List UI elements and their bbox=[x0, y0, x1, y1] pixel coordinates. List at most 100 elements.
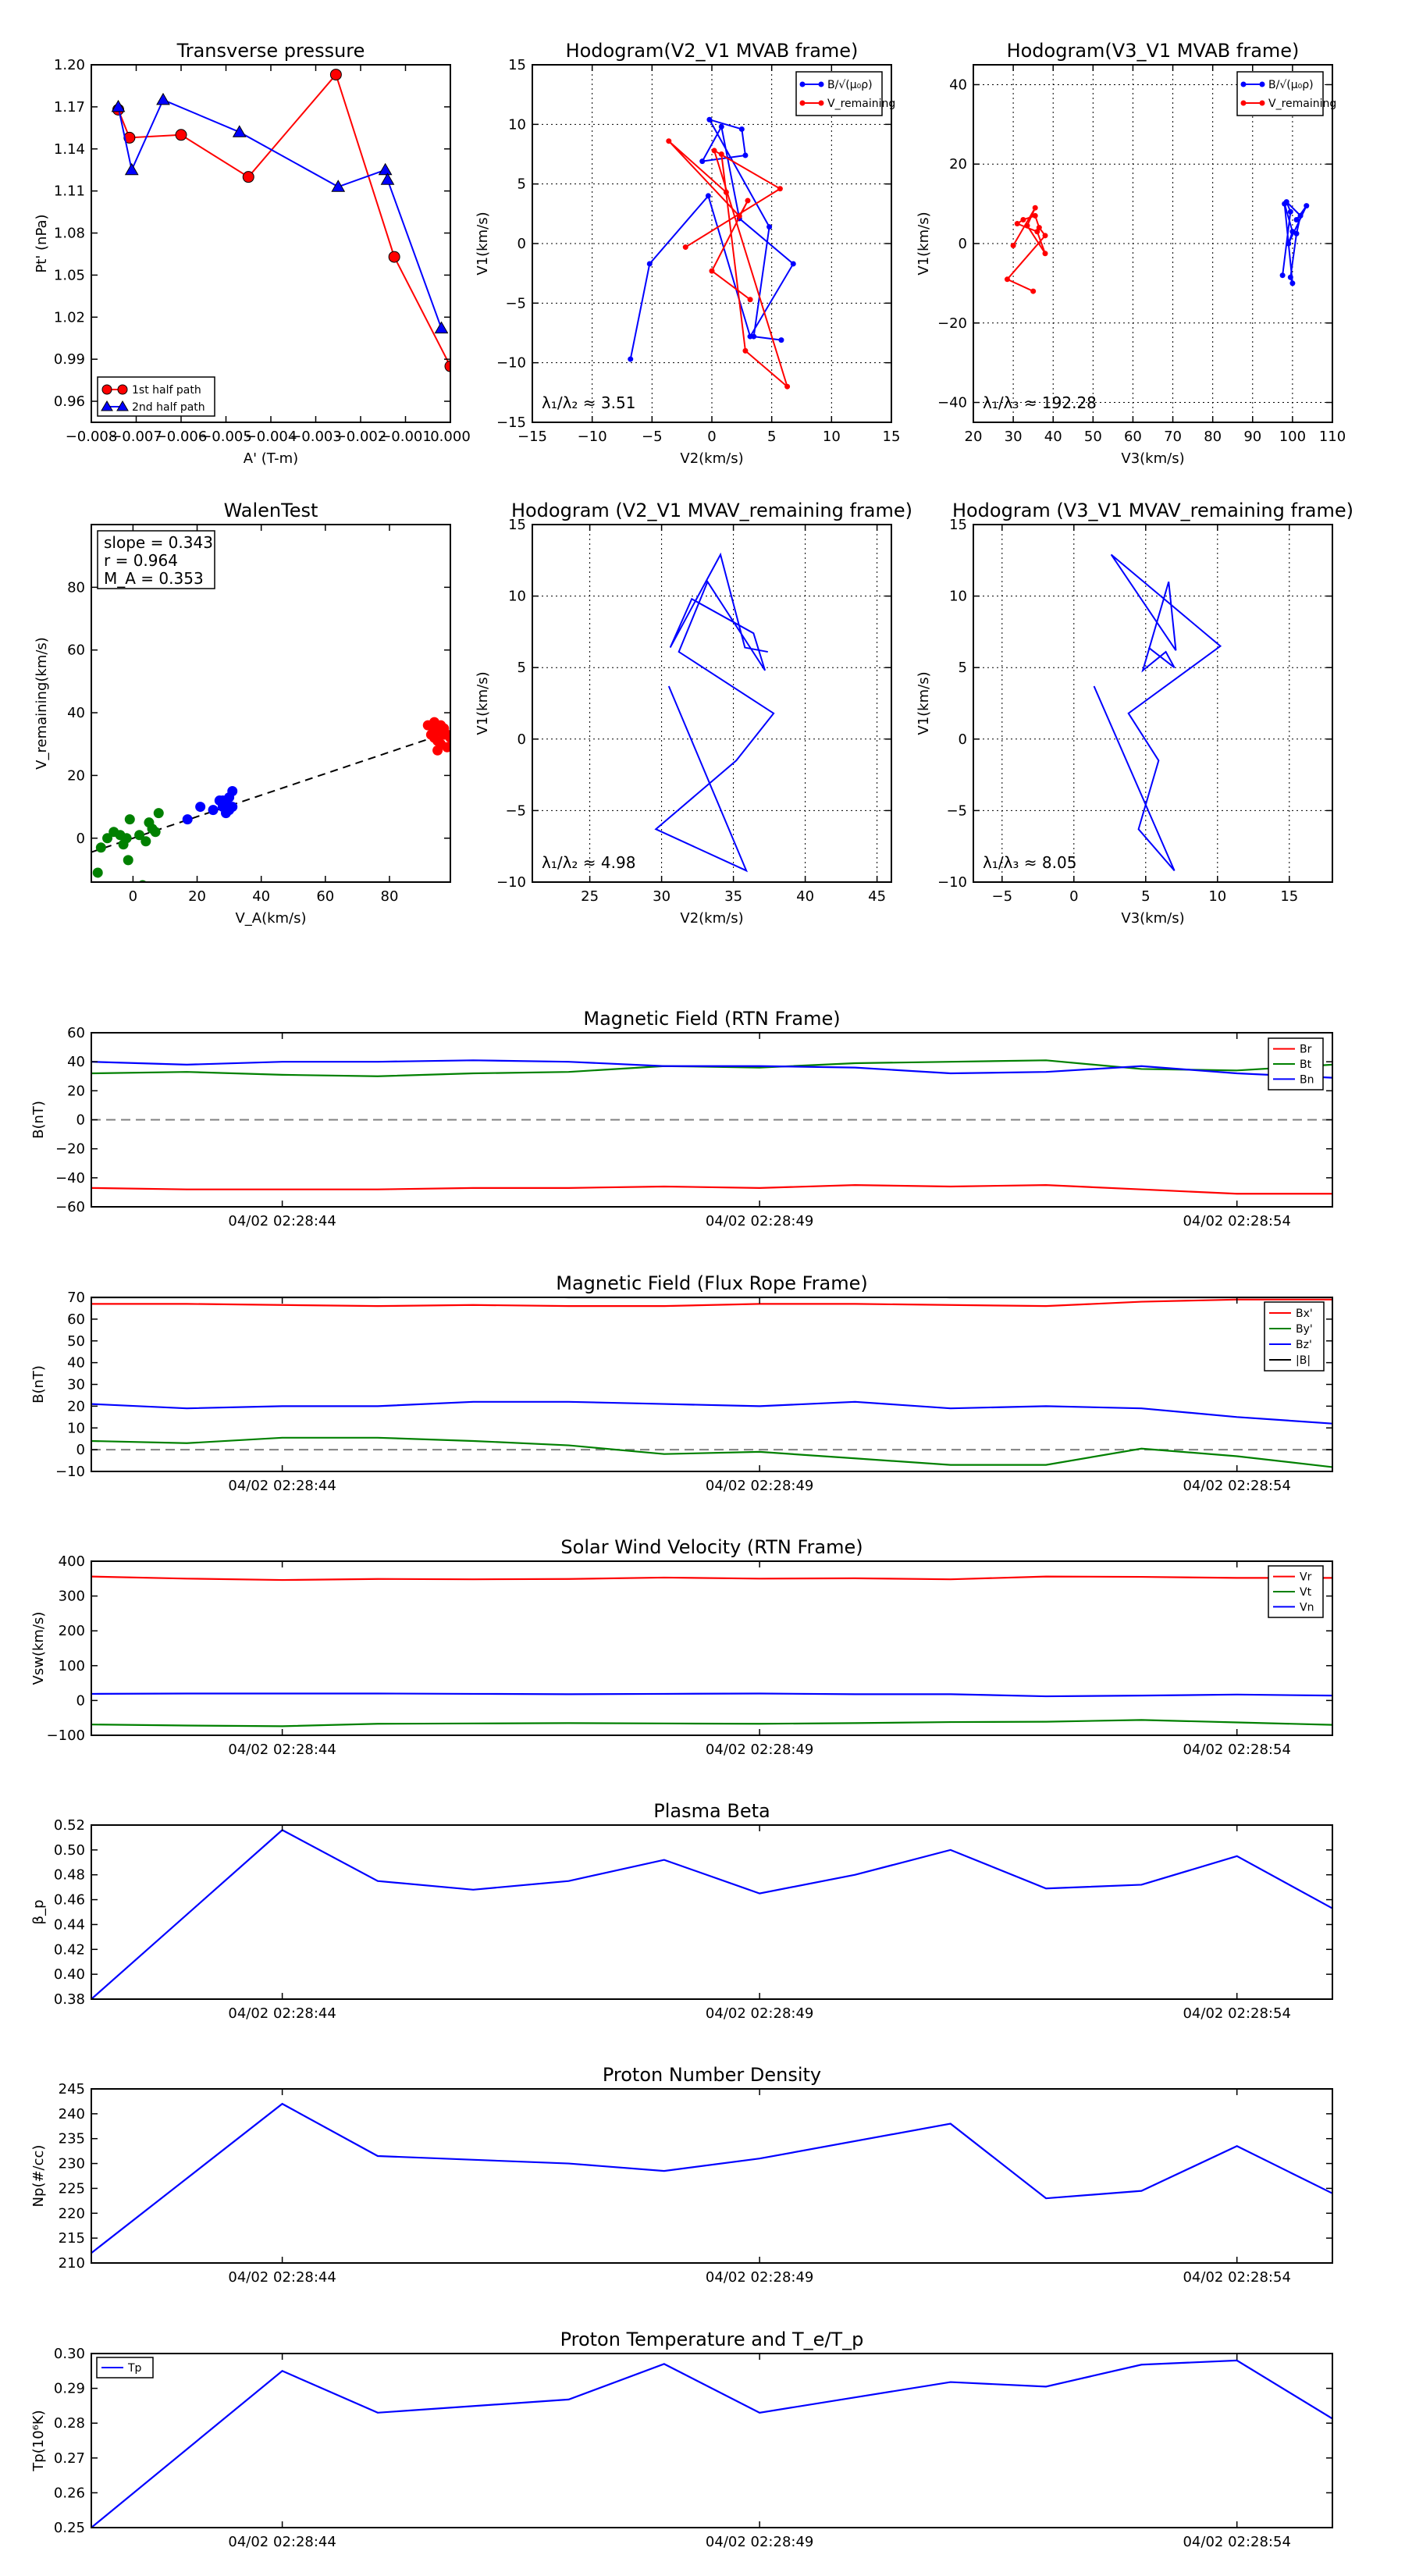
y-axis-label: Np(#/cc) bbox=[30, 2145, 47, 2208]
y-tick-label: 1.05 bbox=[54, 267, 85, 283]
data-point bbox=[217, 795, 228, 806]
data-point bbox=[777, 186, 783, 192]
x-tick-label: 60 bbox=[1124, 429, 1142, 445]
series-line-B/√(μ₀ρ) bbox=[629, 118, 795, 360]
y-tick-label: −60 bbox=[55, 1199, 85, 1215]
legend-label: |B| bbox=[1296, 1354, 1311, 1367]
data-point bbox=[628, 356, 634, 362]
ratio-annotation: λ₁/λ₂ ≈ 4.98 bbox=[542, 853, 635, 872]
plot-area bbox=[1004, 199, 1310, 294]
chart-np: Proton Number Density 04/02 02:28:44 04/02… bbox=[30, 2064, 1333, 2286]
y-tick-label: 20 bbox=[67, 1398, 85, 1414]
legend-label: Bz' bbox=[1296, 1339, 1312, 1351]
series-line-V_remaining bbox=[1005, 207, 1047, 292]
x-tick-label: 04/02 02:28:49 bbox=[706, 1478, 813, 1494]
data-point bbox=[1287, 274, 1293, 280]
y-tick-label: 1.08 bbox=[54, 226, 85, 242]
data-point bbox=[745, 197, 751, 204]
chart-vsw: Solar Wind Velocity (RTN Frame) 04/02 02:… bbox=[30, 1536, 1333, 1758]
y-tick-label: 40 bbox=[67, 1054, 85, 1070]
x-tick-label: 0 bbox=[1069, 888, 1078, 905]
x-tick-label: −0.004 bbox=[245, 429, 297, 445]
data-point bbox=[666, 138, 672, 144]
data-point bbox=[711, 148, 717, 154]
x-tick-label: 45 bbox=[868, 888, 886, 905]
x-tick-label: 04/02 02:28:44 bbox=[228, 1742, 336, 1758]
x-tick-label: 50 bbox=[1084, 429, 1102, 445]
series-line-0 bbox=[91, 2102, 1332, 2254]
stats-line: r = 0.964 bbox=[104, 551, 178, 570]
series-line-Bx' bbox=[91, 1298, 1332, 1308]
data-point bbox=[329, 69, 342, 81]
y-axis-label: V_remaining(km/s) bbox=[34, 637, 50, 770]
data-point bbox=[331, 180, 346, 192]
plot-frame bbox=[532, 524, 892, 883]
chart-mag_fr: Magnetic Field (Flux Rope Frame) 04/02 02… bbox=[30, 1272, 1333, 1494]
y-tick-label: 0.46 bbox=[54, 1892, 85, 1909]
data-point bbox=[124, 162, 139, 176]
plot-frame bbox=[91, 1560, 1333, 1736]
ratio-annotation: λ₁/λ₂ ≈ 3.51 bbox=[542, 393, 635, 412]
chart-title: Transverse pressure bbox=[176, 40, 365, 62]
legend-label: B/√(μ₀ρ) bbox=[1268, 79, 1314, 91]
y-tick-label: 220 bbox=[59, 2205, 85, 2222]
legend-marker bbox=[117, 384, 128, 395]
y-tick-label: −5 bbox=[505, 802, 526, 819]
legend-marker bbox=[1259, 81, 1265, 87]
data-point bbox=[92, 867, 103, 878]
y-tick-label: 0.96 bbox=[54, 393, 85, 410]
x-axis-label: V2(km/s) bbox=[680, 910, 743, 927]
y-tick-label: 235 bbox=[59, 2131, 85, 2147]
x-tick-label: −0.003 bbox=[290, 429, 342, 445]
legend-label: Tp bbox=[127, 2362, 142, 2375]
x-tick-label: −0.001 bbox=[379, 429, 432, 445]
data-point bbox=[738, 126, 745, 132]
y-tick-label: 50 bbox=[67, 1333, 85, 1350]
x-tick-label: 04/02 02:28:54 bbox=[1183, 2269, 1290, 2286]
plot-frame bbox=[91, 524, 451, 883]
data-point bbox=[153, 808, 164, 819]
data-point bbox=[150, 827, 161, 838]
y-tick-label: 400 bbox=[59, 1553, 85, 1570]
y-tick-label: 0 bbox=[76, 1692, 85, 1709]
y-tick-label: −5 bbox=[505, 295, 526, 311]
chart-title: Magnetic Field (RTN Frame) bbox=[583, 1008, 840, 1030]
x-tick-label: 04/02 02:28:49 bbox=[706, 2005, 813, 2022]
plot-area bbox=[1093, 553, 1222, 871]
y-tick-label: −20 bbox=[55, 1141, 85, 1158]
plot-area bbox=[91, 1575, 1332, 1727]
data-point bbox=[156, 92, 170, 105]
plot-area bbox=[654, 552, 775, 873]
y-axis-label: Vsw(km/s) bbox=[30, 1612, 47, 1685]
y-tick-label: 0.42 bbox=[54, 1941, 85, 1958]
chart-title: Solar Wind Velocity (RTN Frame) bbox=[560, 1536, 863, 1558]
data-point bbox=[434, 321, 449, 334]
x-axis-label: V_A(km/s) bbox=[235, 910, 306, 927]
legend-marker bbox=[116, 400, 129, 411]
data-point bbox=[736, 213, 742, 219]
data-point bbox=[718, 123, 724, 130]
y-tick-label: 20 bbox=[67, 1083, 85, 1099]
chart-h2: Hodogram(V3_V1 MVAB frame) 20 30 40 50 60 70 80… bbox=[916, 40, 1346, 467]
y-tick-label: 1.11 bbox=[54, 183, 85, 200]
x-tick-label: −10 bbox=[578, 429, 607, 445]
data-point bbox=[232, 125, 247, 137]
legend-marker bbox=[818, 100, 824, 106]
data-point bbox=[784, 383, 791, 390]
data-point bbox=[118, 839, 129, 850]
data-point bbox=[682, 244, 688, 251]
x-tick-label: 60 bbox=[316, 888, 334, 905]
series-line-0 bbox=[91, 1829, 1332, 1999]
y-tick-label: 70 bbox=[67, 1290, 85, 1306]
x-tick-label: 70 bbox=[1164, 429, 1182, 445]
y-tick-label: 0 bbox=[959, 236, 967, 252]
chart-title: WalenTest bbox=[224, 500, 318, 521]
x-tick-label: −5 bbox=[642, 429, 663, 445]
y-tick-label: 210 bbox=[59, 2255, 85, 2272]
series-line-V_remaining bbox=[668, 140, 789, 390]
data-point bbox=[742, 347, 749, 354]
data-point bbox=[1030, 288, 1037, 294]
x-tick-label: 30 bbox=[653, 888, 670, 905]
x-axis-label: V3(km/s) bbox=[1121, 450, 1184, 467]
data-point bbox=[195, 802, 206, 813]
